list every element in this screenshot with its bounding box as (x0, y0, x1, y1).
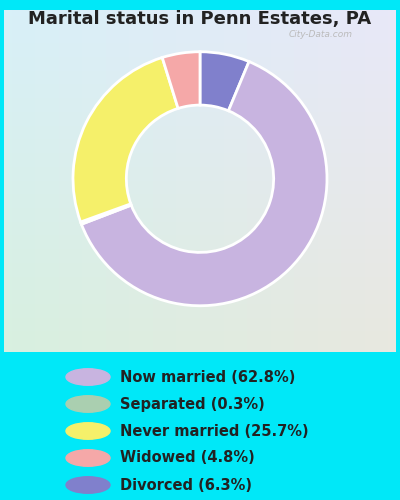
Text: Now married (62.8%): Now married (62.8%) (120, 370, 295, 384)
Wedge shape (200, 52, 249, 111)
Circle shape (66, 369, 110, 385)
Text: Marital status in Penn Estates, PA: Marital status in Penn Estates, PA (28, 10, 372, 28)
Text: Separated (0.3%): Separated (0.3%) (120, 396, 265, 411)
Circle shape (66, 450, 110, 466)
Text: Never married (25.7%): Never married (25.7%) (120, 424, 309, 438)
Wedge shape (80, 204, 131, 224)
Circle shape (66, 477, 110, 493)
Text: Widowed (4.8%): Widowed (4.8%) (120, 450, 255, 466)
Wedge shape (82, 62, 327, 306)
Wedge shape (162, 52, 200, 108)
Wedge shape (73, 58, 178, 222)
Text: Divorced (6.3%): Divorced (6.3%) (120, 478, 252, 492)
Circle shape (66, 396, 110, 412)
Text: City-Data.com: City-Data.com (288, 30, 352, 38)
Circle shape (66, 423, 110, 440)
